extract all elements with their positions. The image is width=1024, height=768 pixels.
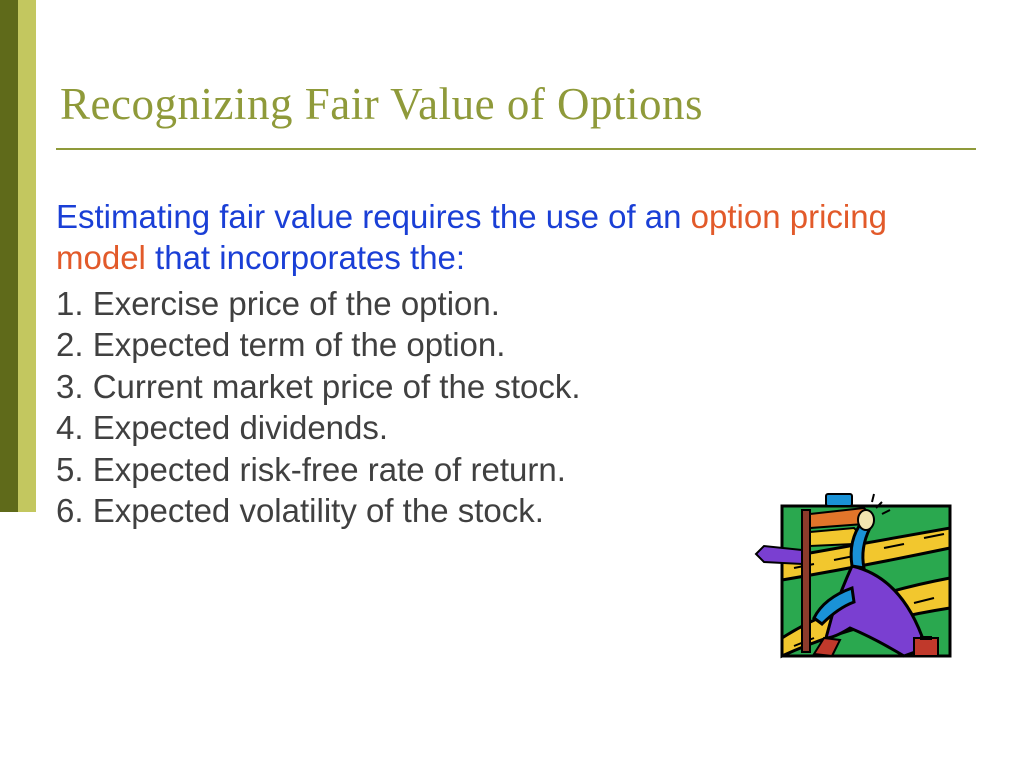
page-title: Recognizing Fair Value of Options bbox=[60, 78, 703, 130]
list-item: 2. Expected term of the option. bbox=[56, 324, 956, 366]
body-content: Estimating fair value requires the use o… bbox=[56, 196, 956, 532]
sidebar-stripe-dark bbox=[0, 0, 18, 512]
list-item: 1. Exercise price of the option. bbox=[56, 283, 956, 325]
intro-part1: Estimating fair value requires the use o… bbox=[56, 198, 691, 235]
list-item: 4. Expected dividends. bbox=[56, 407, 956, 449]
intro-part3: that incorporates the: bbox=[146, 239, 465, 276]
sidebar-stripe-light bbox=[18, 0, 36, 512]
crossroads-figure-icon bbox=[754, 488, 964, 678]
list-item: 5. Expected risk-free rate of return. bbox=[56, 449, 956, 491]
title-underline bbox=[56, 148, 976, 150]
intro-sentence: Estimating fair value requires the use o… bbox=[56, 196, 956, 279]
list-item: 3. Current market price of the stock. bbox=[56, 366, 956, 408]
